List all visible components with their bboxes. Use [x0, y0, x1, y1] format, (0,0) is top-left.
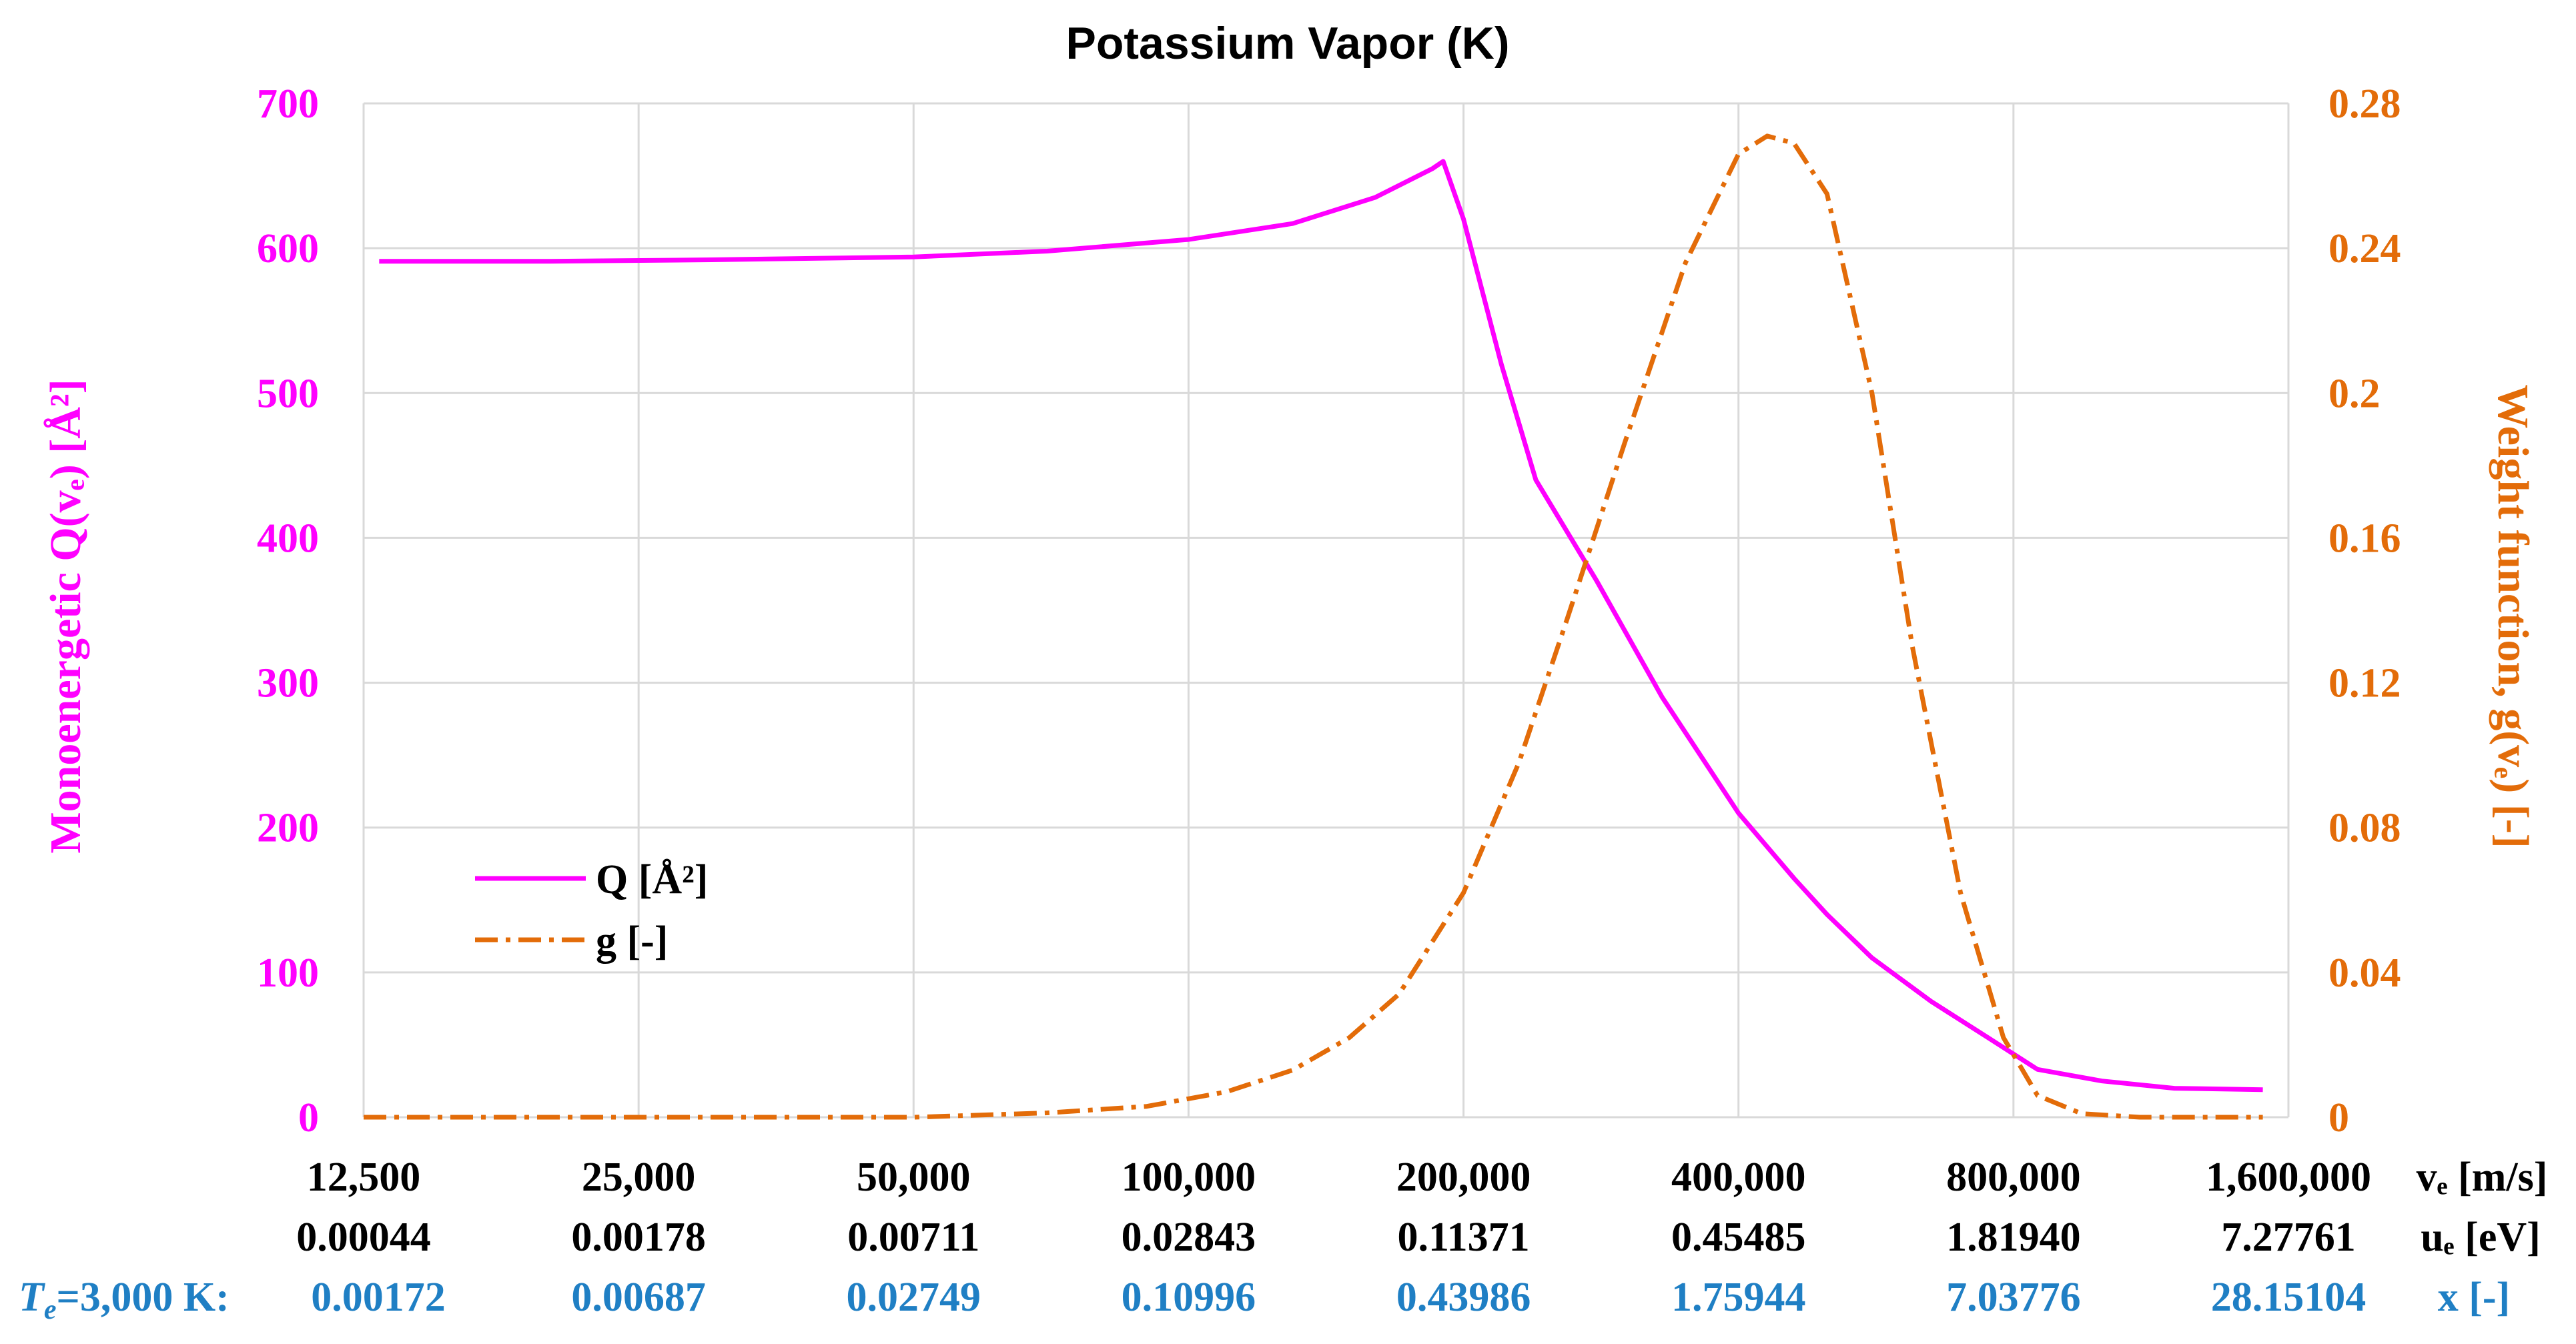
x-tick-label: 200,000	[1396, 1155, 1531, 1200]
y-left-tick-label: 200	[257, 806, 319, 851]
legend: Q [Å²] g [-]	[475, 857, 708, 964]
ue-value: 0.02843	[1122, 1215, 1256, 1260]
x-dimensionless-value: 0.10996	[1122, 1275, 1256, 1320]
x-tick-label: 25,000	[582, 1155, 696, 1200]
y-right-tick-label: 0.24	[2328, 226, 2401, 271]
y-right-tick-label: 0.16	[2328, 516, 2401, 561]
ue-value: 0.00044	[296, 1215, 431, 1260]
y-left-tick-label: 300	[257, 661, 319, 706]
x-tick-label: 50,000	[857, 1155, 971, 1200]
y-right-tick-label: 0.04	[2328, 950, 2401, 996]
x-tick-label: 800,000	[1946, 1155, 2081, 1200]
x-dimensionless-value: 0.43986	[1396, 1275, 1531, 1320]
y-left-tick-label: 400	[257, 516, 319, 561]
ue-value: 1.81940	[1946, 1215, 2081, 1260]
y-right-tick-label: 0.2	[2328, 371, 2381, 416]
legend-label-g: g [-]	[596, 918, 668, 964]
x-dimensionless-value: 28.15104	[2211, 1275, 2367, 1320]
x-tick-label: 1,600,000	[2206, 1155, 2371, 1200]
tertiary-row-label: x [-]	[2438, 1275, 2510, 1320]
tertiary-row-prefix: Te=3,000 K:	[19, 1275, 230, 1325]
ue-value: 0.00711	[847, 1215, 979, 1260]
y-right-tick-label: 0	[2328, 1095, 2349, 1141]
series-group	[364, 133, 2263, 1120]
y-right-tick-label: 0.28	[2328, 81, 2401, 127]
ue-value: 0.45485	[1671, 1215, 1806, 1260]
secondary-row-label: uₑ [eV]	[2421, 1215, 2541, 1260]
te-variable: T	[19, 1275, 45, 1320]
chart-title: Potassium Vapor (K)	[1065, 18, 1509, 69]
y-left-tick-label: 700	[257, 81, 319, 127]
x-dimensionless-value: 0.00687	[571, 1275, 706, 1320]
y-axis-right-label: Weight function, g(vₑ) [-]	[2489, 384, 2537, 848]
ticks-group: 0 100 200 300 400 500 600 700 0 0.04 0.08 0.12 0.16 0…	[257, 81, 2401, 1320]
y-left-tick-label: 100	[257, 950, 319, 996]
x-axis-label: vₑ [m/s]	[2417, 1155, 2548, 1200]
grid	[362, 102, 2290, 1119]
y-left-tick-label: 500	[257, 371, 319, 416]
x-dimensionless-value: 0.02749	[847, 1275, 981, 1320]
y-axis-left-label: Monoenergetic Q(vₑ) [Å²]	[41, 379, 90, 853]
y-right-tick-label: 0.08	[2328, 806, 2401, 851]
ue-value: 7.27761	[2221, 1215, 2356, 1260]
x-tick-label: 400,000	[1671, 1155, 1806, 1200]
series-line-q	[379, 159, 2263, 1093]
te-subscript: e	[44, 1295, 57, 1325]
ue-value: 0.00178	[571, 1215, 706, 1260]
x-dimensionless-value: 1.75944	[1671, 1275, 1806, 1320]
y-left-tick-label: 600	[257, 226, 319, 271]
y-left-tick-label: 0	[298, 1095, 319, 1141]
y-right-tick-label: 0.12	[2328, 661, 2401, 706]
x-dimensionless-value: 7.03776	[1946, 1275, 2081, 1320]
series-line-g	[364, 133, 2263, 1120]
x-tick-label: 12,500	[307, 1155, 421, 1200]
x-dimensionless-value: 0.00172	[311, 1275, 446, 1320]
legend-label-q: Q [Å²]	[596, 857, 708, 902]
ue-value: 0.11371	[1398, 1215, 1530, 1260]
te-rest: =3,000 K:	[57, 1275, 230, 1320]
x-tick-label: 100,000	[1122, 1155, 1256, 1200]
